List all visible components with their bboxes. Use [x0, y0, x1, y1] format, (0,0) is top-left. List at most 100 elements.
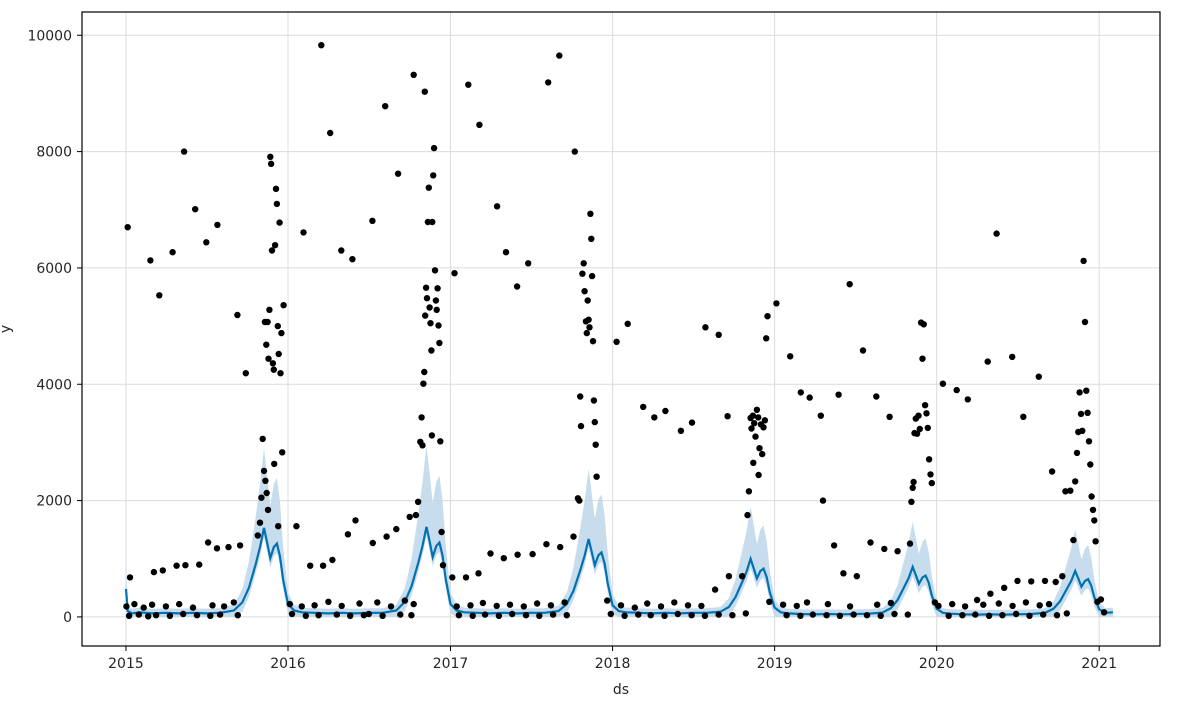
data-point — [152, 612, 160, 619]
data-point — [987, 590, 994, 597]
data-point — [924, 424, 931, 432]
data-point — [506, 601, 514, 608]
data-point — [267, 153, 274, 160]
data-point — [1073, 449, 1081, 457]
data-point — [904, 611, 911, 618]
data-point — [867, 539, 874, 546]
data-point — [1088, 493, 1095, 500]
data-point — [624, 320, 631, 327]
data-point — [549, 611, 557, 618]
data-point — [580, 260, 587, 267]
data-point — [1083, 387, 1090, 394]
data-point — [756, 445, 763, 452]
data-point — [915, 412, 922, 419]
data-point — [1076, 389, 1083, 396]
data-point — [234, 311, 241, 319]
data-point — [1072, 478, 1079, 485]
data-point — [1009, 602, 1016, 610]
data-point — [959, 612, 966, 619]
data-point — [225, 543, 232, 551]
data-point — [873, 393, 880, 400]
data-point — [419, 442, 426, 449]
data-point — [451, 270, 458, 277]
data-point — [644, 600, 651, 607]
data-point — [906, 540, 914, 547]
data-point — [591, 418, 598, 426]
data-point — [1089, 506, 1097, 514]
data-point — [242, 370, 249, 377]
data-point — [156, 292, 163, 299]
data-point — [1026, 612, 1033, 619]
data-point — [607, 610, 614, 618]
data-point — [964, 396, 971, 403]
data-point — [533, 600, 541, 607]
data-point — [286, 600, 293, 608]
data-point — [1100, 609, 1108, 616]
data-point — [293, 523, 300, 530]
data-point — [265, 355, 272, 362]
data-point — [166, 612, 174, 619]
data-point — [698, 602, 705, 610]
data-point — [269, 360, 277, 367]
data-point — [273, 200, 281, 208]
data-point — [173, 562, 180, 569]
data-point — [570, 533, 577, 540]
data-point — [453, 603, 460, 610]
data-point — [755, 471, 762, 479]
data-point — [587, 210, 594, 217]
data-point — [576, 497, 583, 504]
data-point — [877, 612, 884, 619]
data-point — [180, 148, 188, 155]
data-point — [1045, 600, 1053, 608]
data-point — [280, 302, 287, 309]
data-point — [423, 295, 431, 302]
data-point — [999, 612, 1006, 619]
y-tick-label: 10000 — [27, 28, 72, 44]
data-point — [1085, 438, 1093, 445]
data-point — [379, 612, 386, 619]
x-axis-label: ds — [613, 682, 629, 698]
data-point — [593, 473, 600, 480]
data-point — [751, 420, 758, 427]
data-point — [561, 599, 568, 606]
x-axis-ticks: 2015 2016 2017 2018 2019 2020 2021 — [108, 646, 1117, 672]
data-point — [586, 324, 593, 331]
data-point — [1052, 578, 1059, 586]
data-point — [214, 221, 221, 229]
data-point — [980, 601, 987, 608]
data-point — [502, 249, 510, 256]
data-point — [220, 603, 228, 610]
data-point — [525, 260, 532, 267]
data-point — [513, 283, 521, 290]
data-point — [711, 586, 719, 593]
data-point — [725, 573, 733, 580]
data-point — [592, 441, 599, 448]
data-point — [1041, 577, 1049, 585]
data-point — [823, 612, 830, 619]
data-point — [213, 545, 221, 552]
data-point — [739, 573, 746, 580]
data-point — [382, 103, 389, 110]
data-point — [467, 602, 474, 609]
data-point — [874, 601, 881, 608]
data-point — [819, 497, 827, 504]
data-point — [126, 574, 134, 581]
data-point — [256, 519, 264, 526]
data-point — [945, 612, 952, 619]
data-point — [797, 612, 804, 619]
data-point — [436, 339, 443, 347]
data-point — [176, 600, 183, 608]
data-point — [262, 477, 269, 484]
data-point — [421, 88, 428, 95]
data-point — [923, 410, 930, 417]
data-point — [688, 419, 696, 426]
data-point — [365, 610, 372, 618]
data-point — [147, 257, 154, 264]
x-tick-label: 2019 — [757, 656, 793, 672]
data-point — [853, 573, 860, 580]
data-point — [131, 600, 138, 608]
data-point — [589, 338, 597, 345]
data-point — [455, 612, 463, 619]
data-point — [674, 610, 681, 618]
data-point — [925, 456, 933, 463]
